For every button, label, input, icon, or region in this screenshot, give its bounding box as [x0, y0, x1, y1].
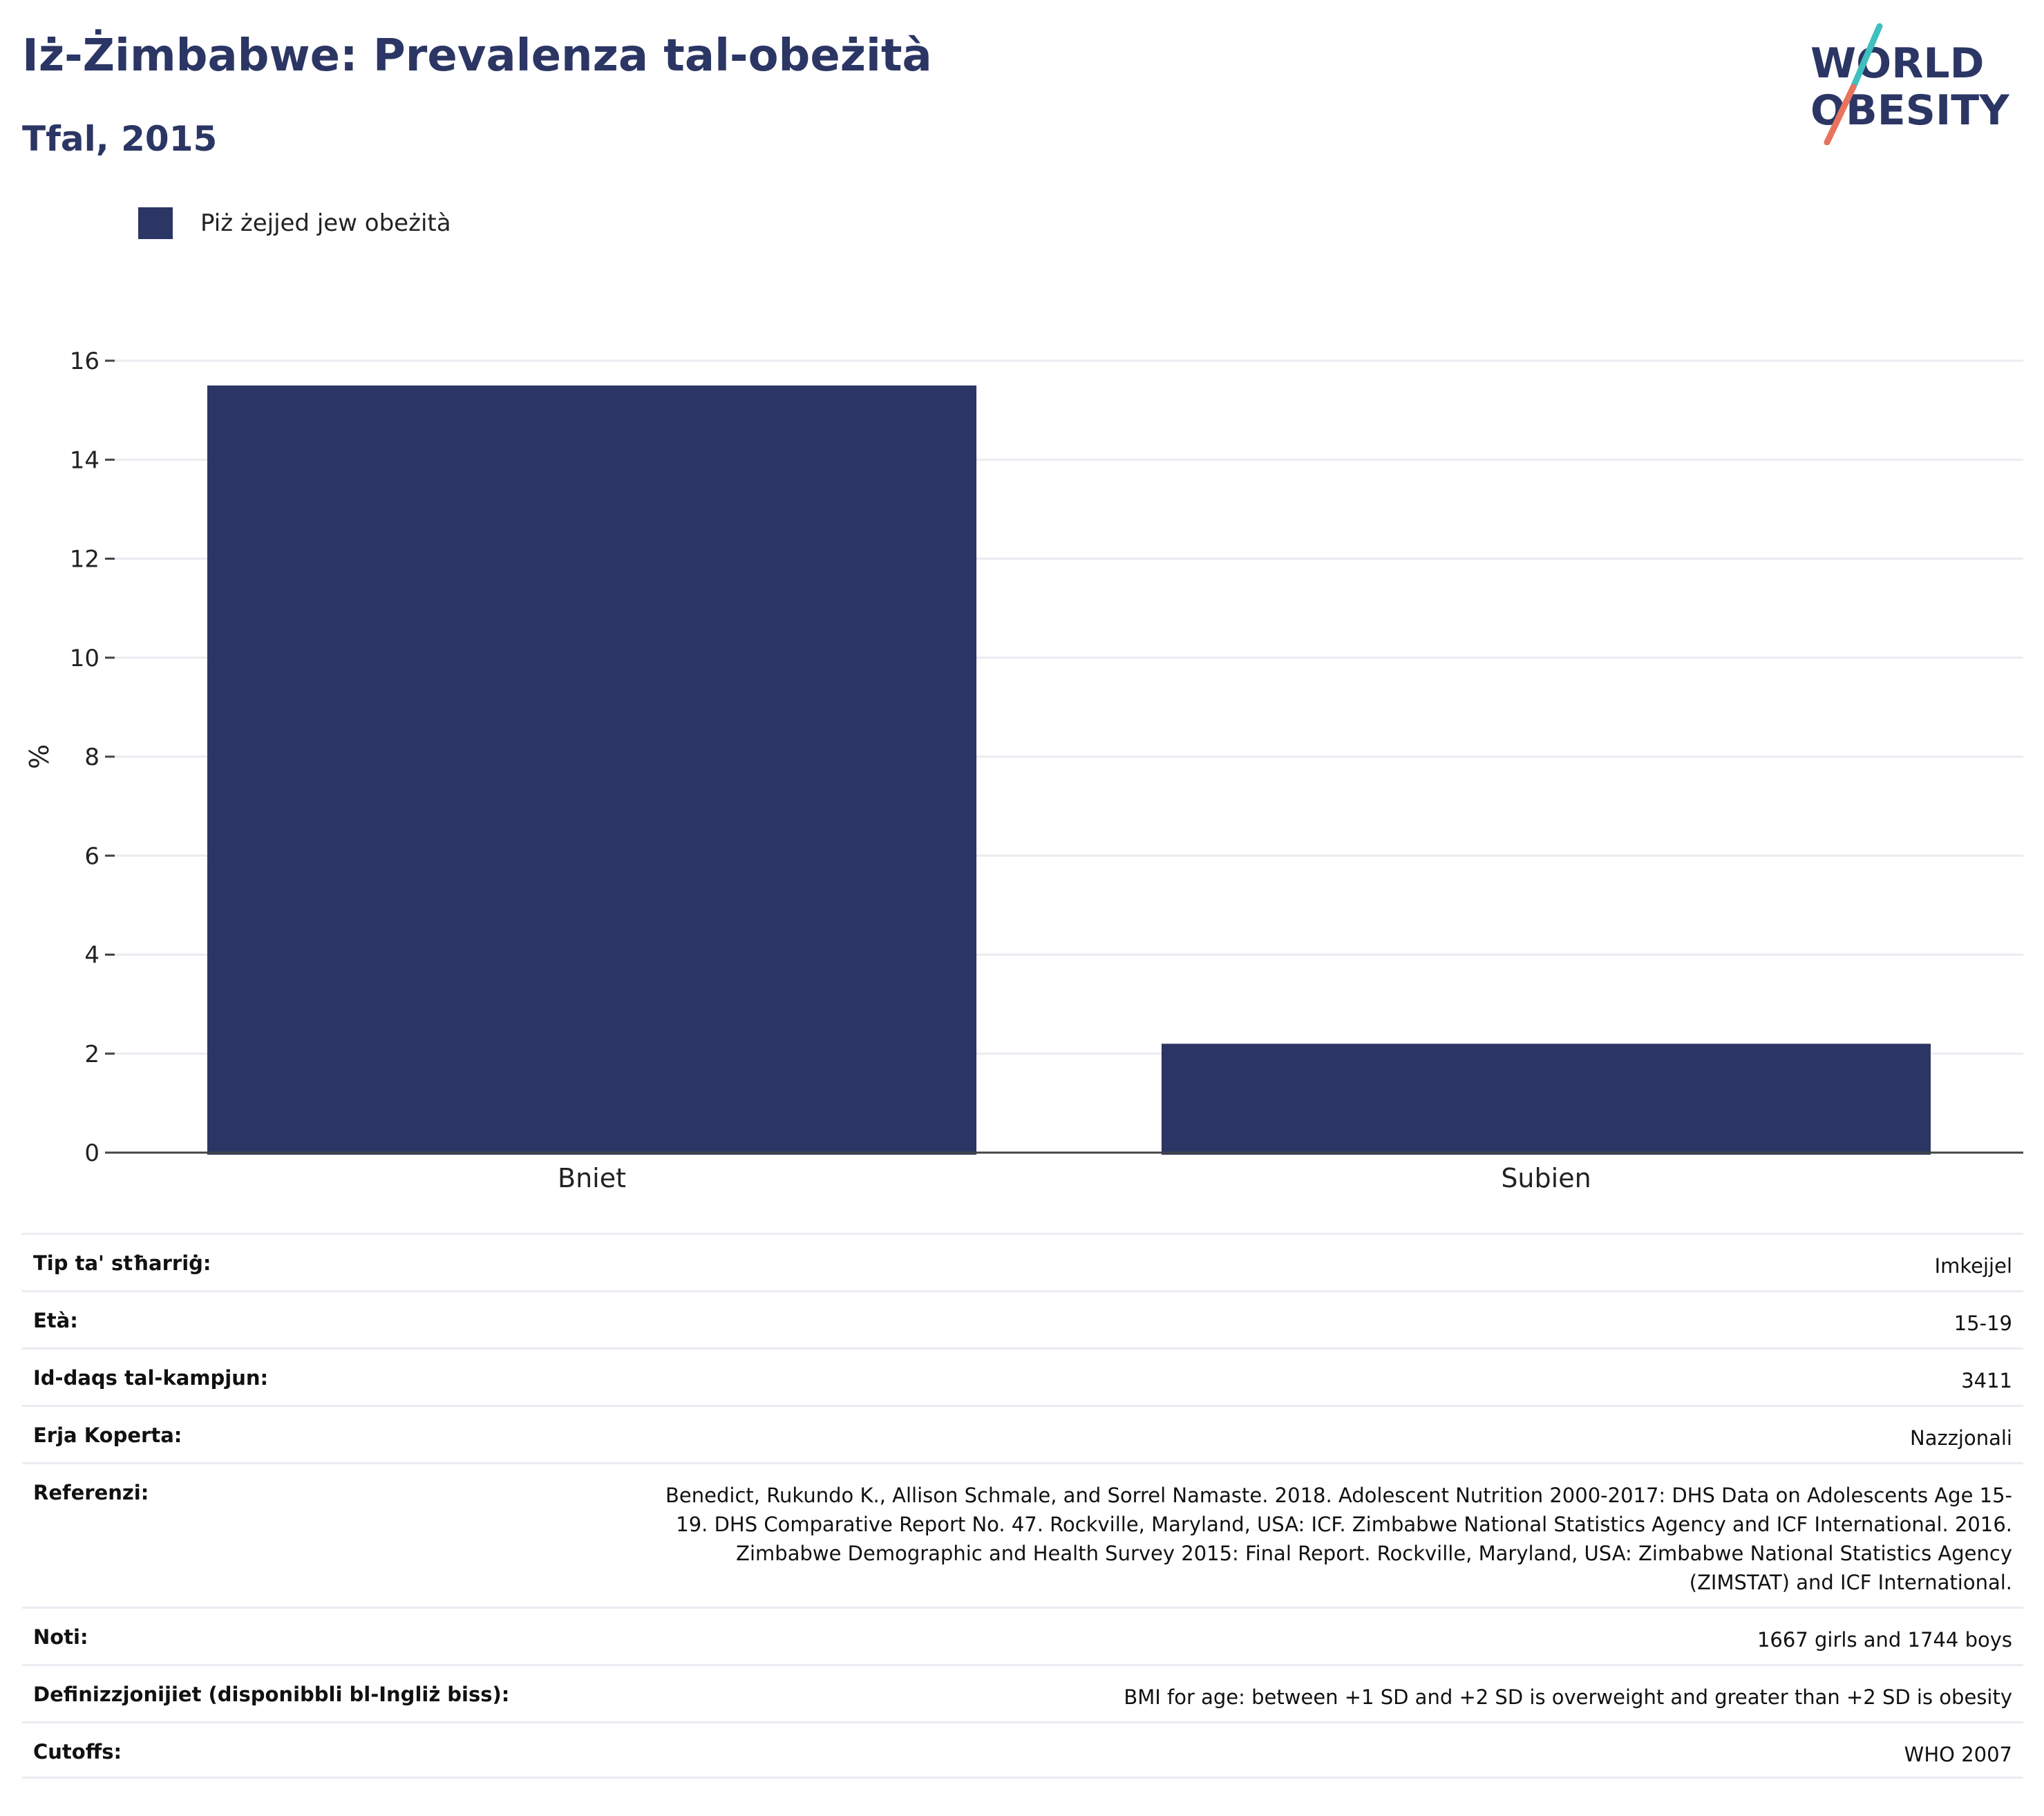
- meta-value: 1667 girls and 1744 boys: [1757, 1628, 2012, 1652]
- bar-bniet: [207, 385, 977, 1155]
- meta-value: Benedict, Rukundo K., Allison Schmale, a…: [665, 1481, 2012, 1597]
- meta-key: Erja Koperta:: [33, 1424, 182, 1447]
- meta-row: Id-daqs tal-kampjun: 3411: [22, 1347, 2023, 1405]
- y-tick-label: 4: [84, 942, 100, 970]
- legend-swatch: [138, 207, 173, 239]
- chart-title: Iż-Żimbabwe: Prevalenza tal-obeżità: [22, 30, 932, 82]
- meta-value: 3411: [1961, 1369, 2012, 1392]
- meta-row: Noti: 1667 girls and 1744 boys: [22, 1607, 2023, 1664]
- chart-legend: Piż żejjed jew obeżità: [138, 205, 451, 242]
- y-tick-label: 14: [70, 446, 100, 474]
- meta-row: Età: 15-19: [22, 1290, 2023, 1347]
- meta-key: Età:: [33, 1309, 78, 1332]
- meta-row: Referenzi: Benedict, Rukundo K., Allison …: [22, 1462, 2023, 1607]
- y-tick-label: 2: [84, 1041, 100, 1068]
- y-axis-label: %: [24, 744, 55, 769]
- meta-row: Tip ta' stħarriġ: Imkejjel: [22, 1233, 2023, 1290]
- x-tick-label: Bniet: [558, 1163, 626, 1193]
- y-tick-label: 10: [70, 645, 100, 672]
- y-tick-label: 16: [70, 348, 100, 375]
- chart-subtitle: Tfal, 2015: [22, 119, 218, 159]
- meta-value: Imkejjel: [1934, 1254, 2012, 1278]
- meta-key: Tip ta' stħarriġ:: [33, 1251, 211, 1275]
- x-tick-label: Subien: [1501, 1163, 1591, 1193]
- metadata-table: Tip ta' stħarriġ: Imkejjel Età: 15-19 Id-daq…: [22, 1233, 2023, 1779]
- meta-value: Nazzjonali: [1910, 1426, 2012, 1450]
- meta-value: WHO 2007: [1904, 1743, 2012, 1766]
- meta-row: Erja Koperta: Nazzjonali: [22, 1405, 2023, 1462]
- svg-text:WORLD: WORLD: [1810, 39, 1984, 88]
- meta-key: Cutoffs:: [33, 1740, 122, 1763]
- meta-key: Id-daqs tal-kampjun:: [33, 1366, 269, 1390]
- y-tick-label: 0: [84, 1139, 100, 1167]
- y-tick-label: 8: [84, 744, 100, 771]
- bar-chart: 0 2 4 6 8 10 12 14 16% Bniet Subien: [24, 348, 2023, 1193]
- legend-label: Piż żejjed jew obeżità: [200, 209, 451, 237]
- meta-row: Definizzjonijiet (disponibbli bl-Ingliż …: [22, 1664, 2023, 1721]
- meta-key: Definizzjonijiet (disponibbli bl-Ingliż …: [33, 1683, 510, 1706]
- meta-value-line: Benedict, Rukundo K., Allison Schmale, a…: [665, 1484, 2012, 1507]
- meta-row: Cutoffs: WHO 2007: [22, 1721, 2023, 1779]
- y-tick-label: 12: [70, 546, 100, 574]
- y-tick-label: 6: [84, 842, 100, 870]
- world-obesity-logo: WORLD OBESITY: [1810, 23, 2010, 145]
- meta-value-line: 19. DHS Comparative Report No. 47. Rockv…: [676, 1513, 2012, 1536]
- meta-value-line: (ZIMSTAT) and ICF International.: [1689, 1571, 2012, 1594]
- bar-subien: [1161, 1043, 1931, 1155]
- meta-key: Noti:: [33, 1625, 88, 1649]
- meta-key: Referenzi:: [33, 1481, 149, 1504]
- meta-value: BMI for age: between +1 SD and +2 SD is …: [1124, 1685, 2012, 1709]
- meta-value-line: Zimbabwe Demographic and Health Survey 2…: [736, 1542, 2012, 1565]
- meta-value: 15-19: [1953, 1312, 2012, 1335]
